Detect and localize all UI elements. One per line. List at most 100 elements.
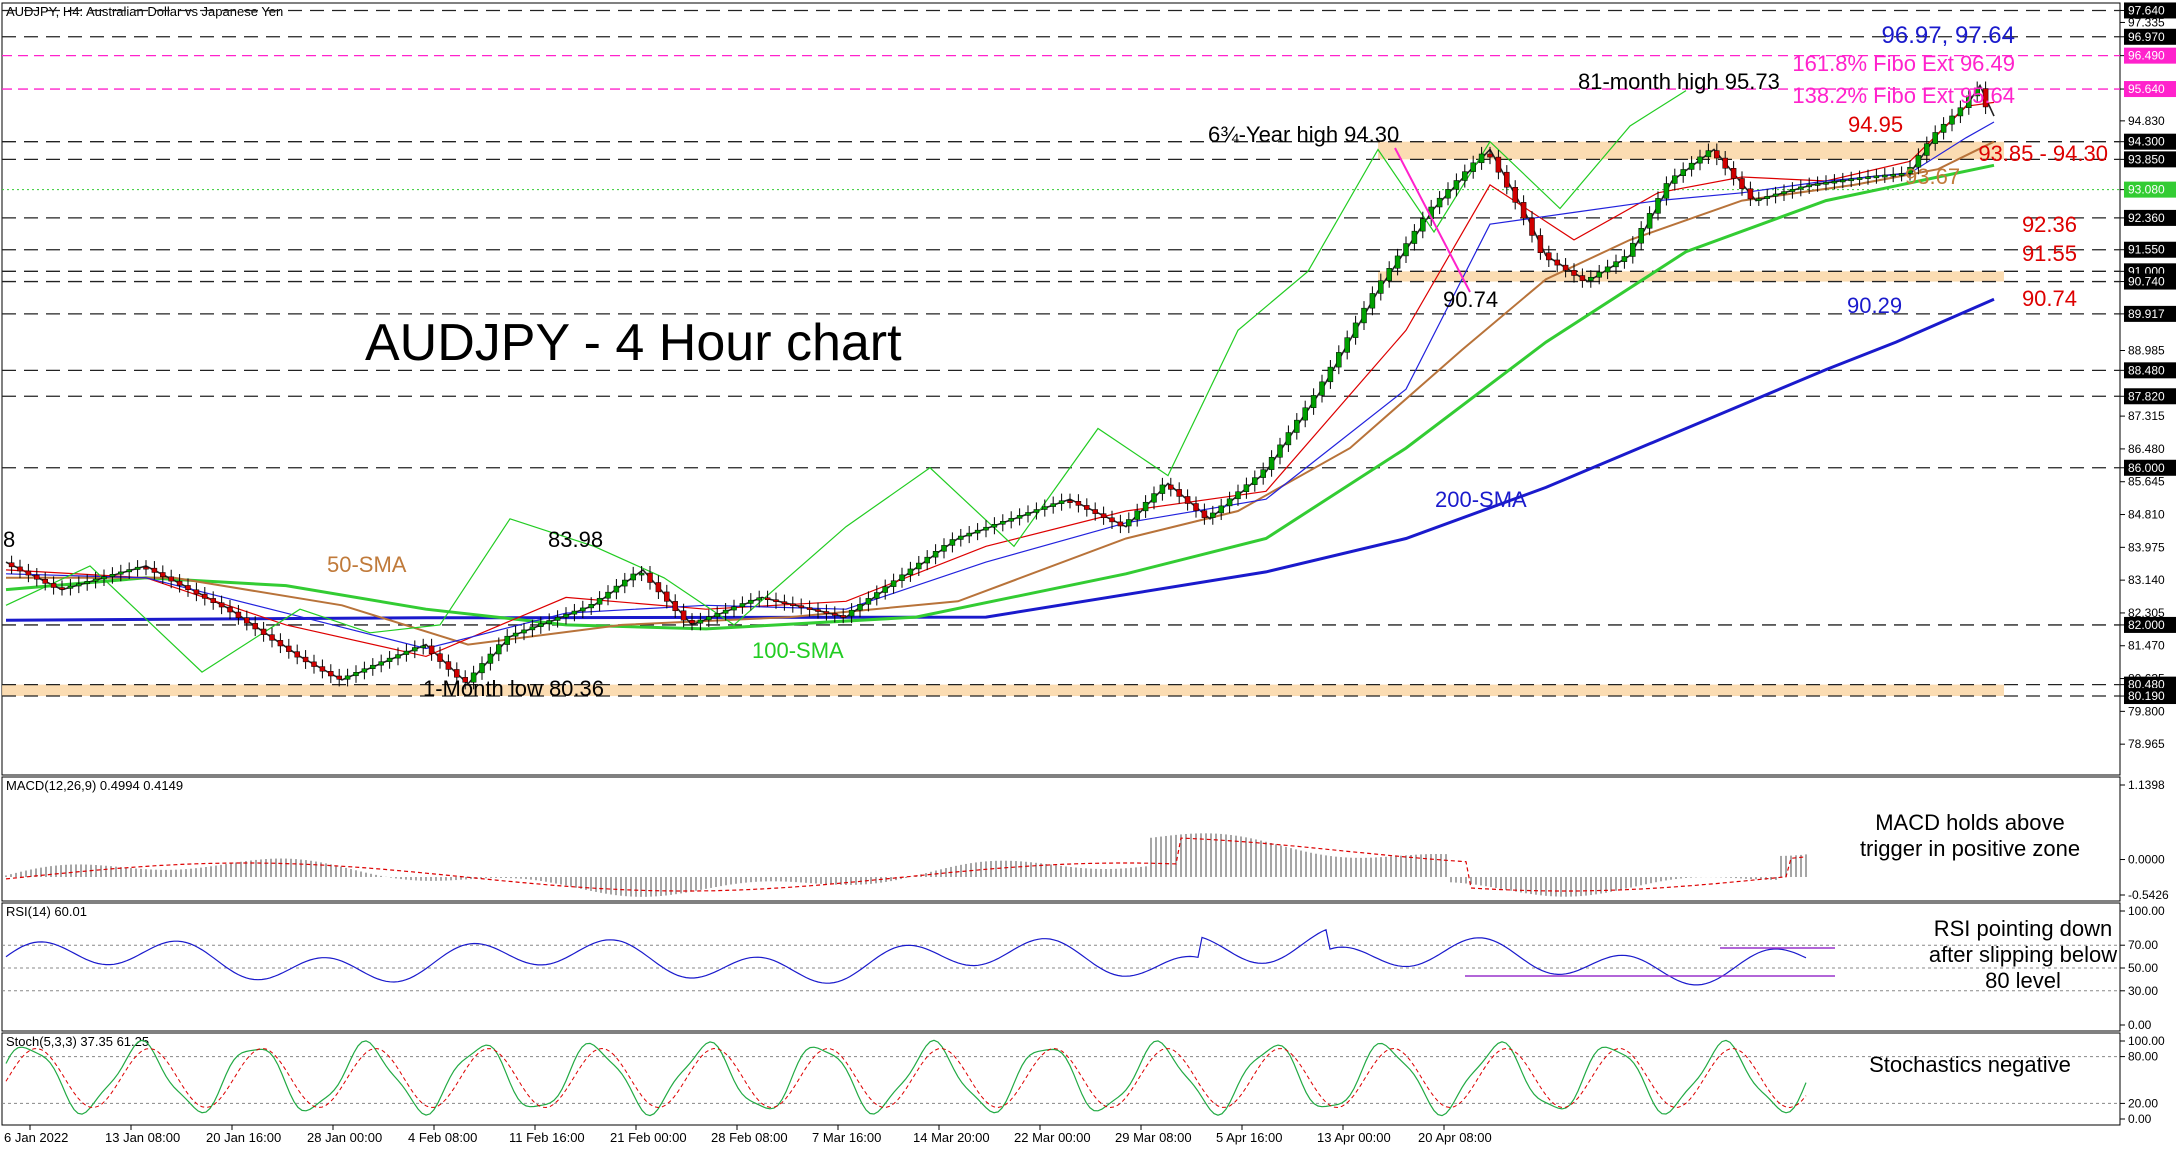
candle-body	[437, 653, 443, 662]
candle-body	[118, 571, 124, 575]
candle-body	[1512, 187, 1518, 203]
series-200-sma	[5, 297, 1995, 622]
candle-body	[412, 647, 418, 652]
candle-body	[1915, 155, 1922, 168]
candle-body	[1394, 255, 1401, 269]
candle-body	[311, 661, 317, 667]
candle-body	[67, 585, 74, 589]
candle-body	[294, 651, 300, 658]
rsi-note-line3: 80 level	[1985, 968, 2061, 993]
label-1-month-low: 1-Month low 80.36	[423, 676, 604, 701]
x-tick-label: 28 Jan 00:00	[307, 1130, 382, 1145]
candle-body	[706, 616, 712, 621]
candle-body	[244, 617, 250, 624]
candle-body	[1529, 217, 1535, 236]
candle-body	[714, 613, 720, 617]
main-title: AUDJPY - 4 Hour chart	[365, 314, 902, 372]
candle-body	[1067, 500, 1073, 503]
candle-body	[1613, 261, 1619, 268]
label-fibo-138: 138.2% Fibo Ext 95.64	[1792, 83, 2015, 108]
candle-body	[865, 598, 872, 605]
candle-body	[302, 656, 309, 663]
candle-body	[1050, 503, 1056, 507]
stoch-k-line	[5, 1039, 1807, 1117]
x-tick-label: 11 Feb 16:00	[509, 1130, 585, 1145]
candle-body	[151, 567, 158, 573]
candle-body	[1554, 259, 1560, 266]
label-83-98: 83.98	[548, 527, 603, 552]
rsi-panel-frame	[1, 902, 2121, 1032]
osc-tick-label: 1.1398	[2128, 778, 2165, 792]
x-tick-label: 14 Mar 20:00	[913, 1130, 990, 1145]
label-90-29: 90.29	[1847, 293, 1902, 318]
candle-body	[790, 603, 796, 606]
candle-body	[1957, 107, 1964, 117]
y-tick-label: 86.480	[2128, 442, 2165, 456]
candle-body	[252, 623, 258, 630]
y-tick-badge	[2124, 388, 2176, 405]
series-chikou	[5, 90, 1687, 673]
candle-body	[1604, 266, 1611, 273]
label-90-74-low: 90.74	[1443, 287, 1498, 312]
candle-body	[1176, 489, 1182, 497]
y-tick-label: 91.550	[2128, 243, 2165, 257]
candle-body	[1151, 493, 1157, 503]
y-tick-label: 80.190	[2128, 689, 2165, 703]
candle-body	[286, 645, 292, 652]
candle-body	[1142, 501, 1149, 512]
candle-body	[1420, 218, 1426, 232]
candle-body	[974, 529, 981, 534]
candle-body	[966, 532, 972, 537]
candle-body	[445, 661, 452, 670]
y-tick-label: 97.640	[2128, 3, 2165, 17]
candle-body	[949, 539, 956, 546]
candle-body	[1764, 196, 1770, 199]
x-tick-label: 22 Mar 00:00	[1014, 1130, 1091, 1145]
candle-body	[1033, 509, 1040, 513]
candle-body	[1042, 506, 1048, 510]
candle-body	[991, 523, 998, 528]
candle-body	[1739, 178, 1745, 189]
candle-body	[1193, 503, 1199, 511]
candle-body	[1823, 182, 1829, 185]
candle-body	[1579, 275, 1586, 281]
candle-body	[764, 597, 771, 600]
candle-body	[958, 535, 964, 540]
candle-body	[1277, 444, 1283, 458]
candle-body	[1386, 268, 1392, 281]
candle-body	[1252, 477, 1258, 485]
price-panel-frame	[1, 2, 2121, 776]
candle-body	[529, 626, 536, 631]
candle-body	[731, 606, 737, 611]
osc-tick-label: 80.00	[2128, 1050, 2158, 1064]
retracement-line	[1394, 147, 1471, 293]
candle-body	[378, 661, 384, 666]
x-tick-label: 29 Mar 08:00	[1115, 1130, 1192, 1145]
osc-tick-label: 70.00	[2128, 938, 2158, 952]
candle-body	[1235, 491, 1241, 500]
osc-tick-label: 100.00	[2128, 1034, 2165, 1048]
candle-body	[1201, 510, 1208, 518]
candle-body	[1134, 510, 1140, 520]
candle-body	[1403, 243, 1409, 257]
y-tick-label: 83.975	[2128, 540, 2165, 554]
candle-body	[563, 613, 569, 618]
candle-body	[1084, 505, 1090, 510]
candle-body	[1546, 252, 1552, 261]
candle-body	[1361, 307, 1367, 324]
candle-body	[1722, 157, 1728, 169]
y-tick-label: 82.000	[2128, 618, 2165, 632]
candle-body	[1638, 227, 1644, 244]
candle-body	[25, 570, 32, 576]
candle-body	[42, 578, 48, 584]
candle-body	[496, 644, 502, 655]
candle-body	[210, 598, 216, 603]
candle-body	[504, 635, 510, 645]
candle-body	[1814, 183, 1821, 186]
candle-body	[193, 589, 200, 595]
candle-body	[1504, 171, 1510, 188]
support-resistance-zones	[2, 141, 2004, 697]
candle-body	[756, 597, 762, 601]
candle-body	[1848, 178, 1854, 182]
